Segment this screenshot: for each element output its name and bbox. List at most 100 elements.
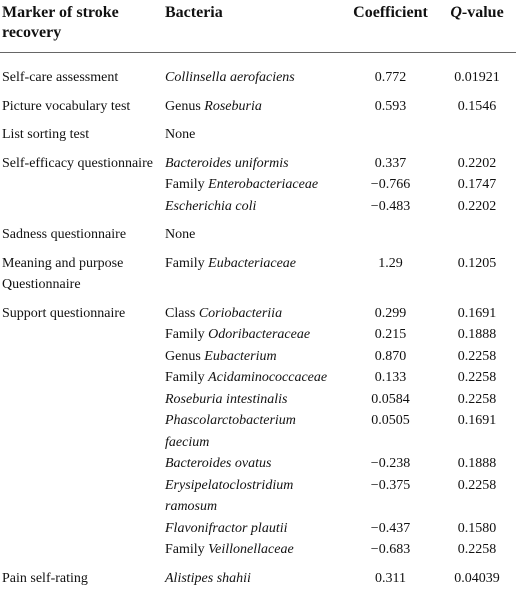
bacteria-cell: Family Enterobacteriaceae — [163, 174, 343, 196]
coefficient-cell: 1.29 — [378, 255, 403, 271]
bacteria-cell: Roseburia intestinalis — [163, 389, 343, 411]
taxon-name: Flavonifractor plautii — [165, 520, 288, 536]
table-row: Flavonifractor plautii −0.437 0.1580 — [0, 518, 516, 540]
bacteria-cell: Family Odoribacteraceae — [163, 324, 343, 346]
table-row: Family Veillonellaceae −0.683 0.2258 — [0, 539, 516, 561]
taxon-name: Enterobacteriaceae — [208, 177, 319, 192]
table-row: List sorting test None — [0, 117, 516, 146]
table-row: Phascolarctobacterium faecium 0.0505 0.169… — [0, 410, 516, 453]
q-value-cell: 0.2258 — [457, 348, 497, 364]
bacteria-cell: Collinsella aerofaciens — [163, 53, 343, 89]
taxon-rank: Family — [165, 327, 205, 342]
taxon-name: Odoribacteraceae — [208, 327, 311, 342]
q-value-cell: 0.1888 — [457, 456, 497, 471]
table-row: Erysipelatoclostridium ramosum −0.375 0.22… — [0, 475, 516, 518]
coefficient-cell: −0.437 — [370, 520, 411, 536]
taxon-rank: Family — [165, 370, 205, 385]
column-header: Coefficient — [343, 0, 438, 53]
bacteria-cell: Erysipelatoclostridium ramosum — [163, 475, 343, 518]
q-value-cell: 0.2202 — [457, 155, 497, 171]
q-value-cell: 0.1580 — [457, 520, 497, 536]
taxon-name: Alistipes shahii — [165, 570, 251, 586]
taxon-rank: Genus — [165, 98, 201, 114]
q-value-cell: 0.2258 — [457, 477, 497, 493]
coefficient-cell: 0.299 — [374, 305, 407, 321]
table-row: Meaning and purpose Questionnaire Family … — [0, 246, 516, 296]
coefficient-cell: −0.238 — [370, 456, 411, 471]
q-value-cell: 0.2258 — [457, 542, 497, 557]
empty-cell — [343, 217, 438, 246]
table-row: Roseburia intestinalis 0.0584 0.2258 — [0, 389, 516, 411]
q-value-cell: 0.04039 — [454, 570, 500, 586]
q-value-cell: 0.1747 — [457, 177, 497, 192]
marker-cell: Sadness questionnaire — [2, 227, 127, 242]
taxon-name: Bacteroides ovatus — [165, 456, 272, 471]
bacteria-cell: Alistipes shahii — [163, 561, 343, 590]
bacteria-cell: Class Coriobacteriia — [163, 296, 343, 325]
marker-cell: Pain self-rating — [2, 570, 88, 586]
coefficient-cell: 0.870 — [374, 348, 407, 364]
taxon-name: Eubacterium — [204, 348, 277, 364]
marker-cell: Meaning and purpose Questionnaire — [2, 255, 124, 293]
table-row: Family Acidaminococcaceae 0.133 0.2258 — [0, 367, 516, 389]
empty-cell — [343, 117, 438, 146]
table-row: Support questionnaire Class Coriobacterii… — [0, 296, 516, 325]
bacteria-cell: Family Veillonellaceae — [163, 539, 343, 561]
coefficient-cell: −0.375 — [370, 477, 411, 493]
bacteria-cell: Escherichia coli — [163, 196, 343, 218]
taxon-name: Phascolarctobacterium faecium — [165, 413, 296, 450]
q-value-cell: 0.1546 — [457, 98, 497, 114]
header-text: -value — [461, 4, 504, 21]
taxon-rank: Genus — [165, 348, 201, 364]
table-row: Picture vocabulary test Genus Roseburia 0.… — [0, 89, 516, 118]
coefficient-cell: −0.483 — [370, 198, 411, 214]
empty-cell — [438, 117, 516, 146]
taxon-rank: Family — [165, 177, 205, 192]
bacteria-cell: None — [165, 227, 196, 242]
q-value-cell: 0.1691 — [457, 305, 497, 321]
bacteria-cell: Family Acidaminococcaceae — [163, 367, 343, 389]
taxon-name: Collinsella aerofaciens — [165, 70, 295, 85]
coefficient-cell: 0.133 — [374, 370, 407, 385]
table-row: Genus Eubacterium 0.870 0.2258 — [0, 346, 516, 368]
table-row: Pain self-rating Alistipes shahii 0.311 0.0… — [0, 561, 516, 590]
coefficient-cell: 0.215 — [374, 327, 407, 342]
marker-cell: Self-care assessment — [2, 70, 119, 85]
taxon-rank: Family — [165, 542, 205, 557]
marker-cell: Self-efficacy questionnaire — [2, 155, 153, 171]
coefficient-cell: −0.683 — [370, 542, 411, 557]
column-header: Q-value — [438, 0, 516, 53]
marker-cell: List sorting test — [2, 127, 90, 142]
coefficient-cell: 0.0584 — [371, 391, 410, 407]
taxon-rank: Class — [165, 305, 196, 321]
coefficient-cell: 0.772 — [374, 70, 407, 85]
taxon-name: Veillonellaceae — [208, 542, 294, 557]
taxon-name: Erysipelatoclostridium ramosum — [165, 477, 294, 515]
marker-cell: Support questionnaire — [2, 305, 126, 321]
taxon-name: Escherichia coli — [165, 198, 257, 214]
bacteria-cell: Genus Roseburia — [163, 89, 343, 118]
table-row: Self-care assessment Collinsella aerofaci… — [0, 53, 516, 89]
header-row: Marker of stroke recovery Bacteria Coeffic… — [0, 0, 516, 53]
q-value-cell: 0.1691 — [457, 413, 497, 428]
coefficient-cell: −0.766 — [370, 177, 411, 192]
q-value-cell: 0.2202 — [457, 198, 497, 214]
coefficient-cell: 0.311 — [375, 570, 406, 586]
table-row: Family Odoribacteraceae 0.215 0.1888 — [0, 324, 516, 346]
coefficient-cell: 0.337 — [374, 155, 407, 171]
column-header: Bacteria — [163, 0, 343, 53]
q-value-cell: 0.01921 — [454, 70, 500, 85]
column-header: Marker of stroke recovery — [0, 0, 163, 53]
table-row: Family Enterobacteriaceae −0.766 0.1747 — [0, 174, 516, 196]
bacteria-cell: Family Eubacteriaceae — [163, 246, 343, 296]
table-row: Escherichia coli −0.483 0.2202 — [0, 196, 516, 218]
bacteria-cell: Bacteroides ovatus — [163, 453, 343, 475]
table-row: Self-efficacy questionnaire Bacteroides u… — [0, 146, 516, 175]
taxon-name: Roseburia — [204, 98, 262, 114]
bacteria-cell: Flavonifractor plautii — [163, 518, 343, 540]
bacteria-cell: Genus Eubacterium — [163, 346, 343, 368]
taxon-name: Roseburia intestinalis — [165, 391, 288, 407]
taxon-name: Eubacteriaceae — [208, 255, 297, 271]
results-table: Marker of stroke recovery Bacteria Coeffic… — [0, 0, 516, 590]
